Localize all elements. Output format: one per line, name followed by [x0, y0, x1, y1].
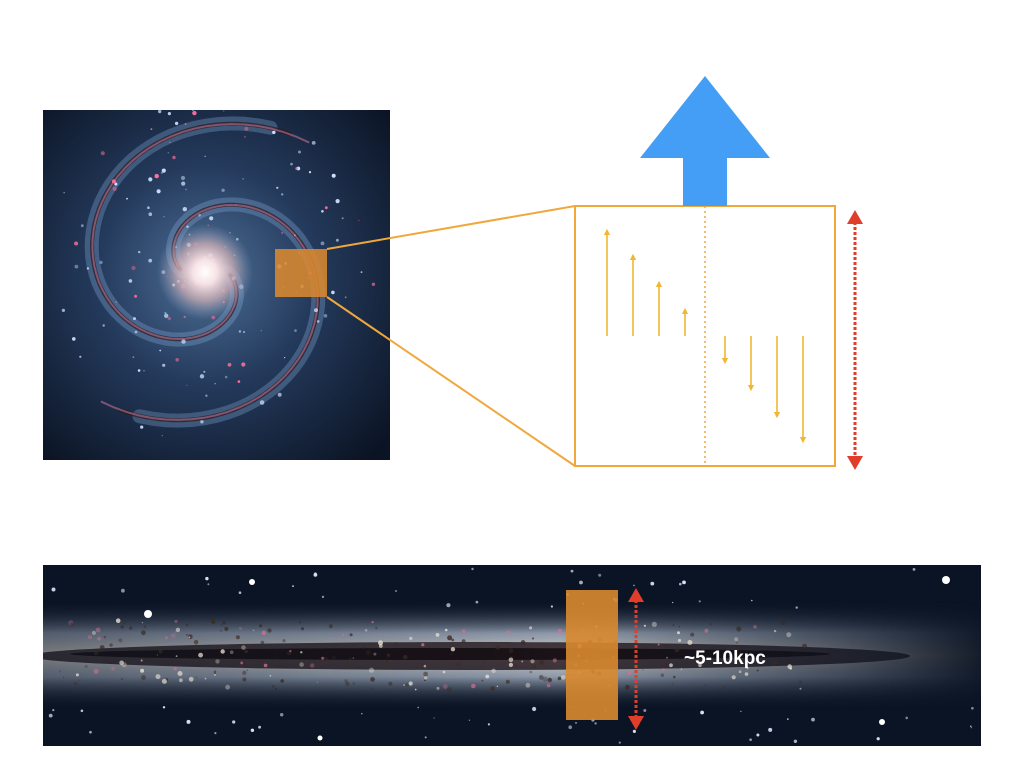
face-on-galaxy-image: [43, 110, 390, 460]
up-arrow-icon: [640, 76, 770, 206]
edge-on-highlight-region: [566, 590, 618, 720]
edge-height-arrow: [628, 588, 644, 730]
double-arrow-icon: [847, 210, 863, 470]
zoom-line-top: [326, 205, 576, 250]
scale-height-label: ~5-10kpc: [684, 648, 766, 669]
edge-on-galaxy-image: [43, 565, 981, 746]
zoom-line-bottom: [326, 296, 576, 467]
zoom-inner-arrows: [603, 228, 807, 444]
face-on-highlight-region: [275, 249, 327, 297]
